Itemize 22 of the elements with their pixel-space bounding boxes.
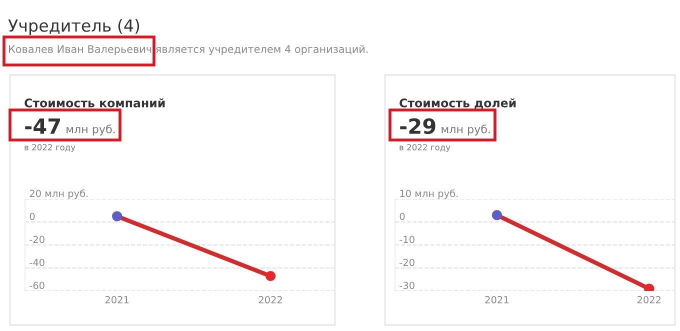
x-tick-label: 2021 xyxy=(105,296,129,304)
y-tick-label: -10 xyxy=(400,236,414,244)
x-tick-label: 2022 xyxy=(258,296,282,304)
text: Ковалев Иван Валерьевич является учредителем 4 организаций. xyxy=(9,45,368,56)
y-tick-label: -40 xyxy=(30,258,44,266)
y-tick-label: 0 xyxy=(400,212,405,220)
chart-title: Стоимость долей xyxy=(400,98,516,109)
y-tick-label: -20 xyxy=(400,258,414,266)
x-tick-label: 2021 xyxy=(485,296,508,304)
chart-subtitle: -29 млн руб. xyxy=(400,118,490,136)
text: в 2022 году xyxy=(400,144,450,152)
y-tick-label: -60 xyxy=(30,282,44,290)
chart-title: Стоимость компаний xyxy=(24,98,165,108)
y-tick-label: -30 xyxy=(400,282,414,290)
text: в 2022 году xyxy=(24,144,76,152)
chart-subtitle: -47 млн руб. xyxy=(25,118,115,136)
y-tick-label: 10 млн руб. xyxy=(400,189,458,199)
y-tick-label: 20 млн руб. xyxy=(30,189,88,199)
y-tick-label: 0 xyxy=(30,212,35,220)
text: Учредитель (4) xyxy=(8,18,140,36)
y-tick-label: -20 xyxy=(30,236,44,244)
x-tick-label: 2022 xyxy=(637,296,661,304)
